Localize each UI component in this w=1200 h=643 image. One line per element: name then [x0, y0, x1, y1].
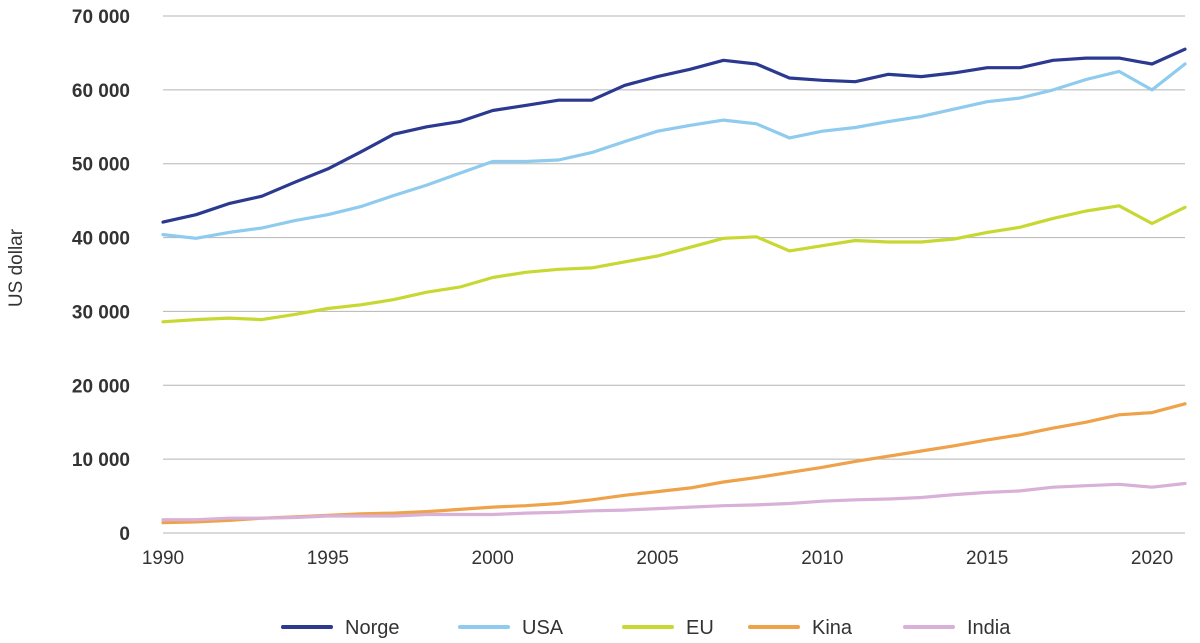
- legend-label: EU: [686, 617, 714, 639]
- y-tick-label: 30 000: [72, 302, 130, 323]
- series-line-norge: [161, 47, 1187, 224]
- y-tick-label: 60 000: [72, 81, 130, 102]
- legend-label: USA: [522, 617, 564, 639]
- series-line-india: [161, 481, 1187, 522]
- x-tick-label: 2010: [801, 548, 843, 569]
- legend-item-eu: EU: [622, 617, 714, 639]
- x-tick-label: 2015: [966, 548, 1008, 569]
- x-tick-labels: 1990 1995 2000 2005 2010 2015 2020: [142, 548, 1173, 569]
- x-tick-label: 2005: [636, 548, 678, 569]
- series-line-kina: [161, 402, 1187, 525]
- y-tick-label: 50 000: [72, 155, 130, 176]
- series-lines: [161, 47, 1187, 525]
- grid-lines: [163, 15, 1185, 534]
- y-tick-label: 40 000: [72, 229, 130, 250]
- legend-label: Kina: [812, 617, 853, 639]
- y-tick-label: 20 000: [72, 376, 130, 397]
- legend-item-usa: USA: [458, 617, 564, 639]
- legend-item-norge: Norge: [281, 617, 399, 639]
- legend-label: Norge: [345, 617, 399, 639]
- y-axis-label: US dollar: [6, 228, 27, 307]
- x-tick-label: 1995: [307, 548, 349, 569]
- y-tick-labels: 0 10 000 20 000 30 000 40 000 50 000 60 000 70 …: [72, 7, 130, 545]
- legend-label: India: [967, 617, 1011, 639]
- y-tick-label: 0: [119, 524, 130, 545]
- y-tick-label: 10 000: [72, 450, 130, 471]
- legend: Norge USA EU Kina India: [281, 617, 1011, 639]
- x-tick-label: 2020: [1131, 548, 1173, 569]
- legend-item-india: India: [903, 617, 1011, 639]
- legend-item-kina: Kina: [748, 617, 853, 639]
- y-tick-label: 70 000: [72, 7, 130, 28]
- x-tick-label: 2000: [472, 548, 514, 569]
- x-tick-label: 1990: [142, 548, 184, 569]
- series-line-eu: [161, 204, 1187, 324]
- series-line-usa: [161, 62, 1187, 240]
